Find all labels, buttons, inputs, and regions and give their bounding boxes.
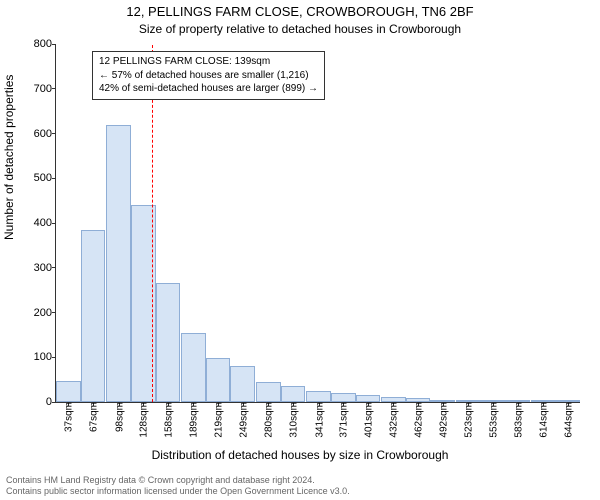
y-tick-label: 400 <box>17 217 56 229</box>
x-tick-label: 128sqm <box>137 402 150 438</box>
x-tick-label: 462sqm <box>412 402 425 438</box>
x-tick-label: 401sqm <box>361 402 374 438</box>
x-tick-label: 523sqm <box>462 402 475 438</box>
y-tick-label: 700 <box>17 83 56 95</box>
histogram-bar <box>81 230 106 402</box>
histogram-bar <box>156 283 181 402</box>
annotation-line: 42% of semi-detached houses are larger (… <box>99 82 318 96</box>
histogram-bar <box>281 386 306 402</box>
annotation-box: 12 PELLINGS FARM CLOSE: 139sqm← 57% of d… <box>92 51 325 100</box>
histogram-bar <box>181 333 206 402</box>
x-tick-label: 371sqm <box>337 402 350 438</box>
x-tick-label: 583sqm <box>511 402 524 438</box>
histogram-bar <box>206 358 231 402</box>
x-tick-label: 67sqm <box>87 402 100 432</box>
histogram-bar <box>106 125 131 402</box>
chart-subtitle: Size of property relative to detached ho… <box>0 22 600 36</box>
y-axis-label: Number of detached properties <box>2 75 16 240</box>
x-tick-label: 553sqm <box>486 402 499 438</box>
footer-attribution: Contains HM Land Registry data © Crown c… <box>0 475 600 497</box>
x-tick-label: 341sqm <box>312 402 325 438</box>
chart-title: 12, PELLINGS FARM CLOSE, CROWBOROUGH, TN… <box>0 4 600 19</box>
x-tick-label: 249sqm <box>236 402 249 438</box>
y-tick-label: 500 <box>17 172 56 184</box>
x-tick-label: 189sqm <box>187 402 200 438</box>
histogram-bar <box>356 395 381 402</box>
x-tick-label: 310sqm <box>286 402 299 438</box>
footer-line-1: Contains HM Land Registry data © Crown c… <box>6 475 600 486</box>
x-tick-label: 98sqm <box>112 402 125 432</box>
annotation-line: 12 PELLINGS FARM CLOSE: 139sqm <box>99 55 318 69</box>
x-tick-label: 158sqm <box>161 402 174 438</box>
y-tick-label: 0 <box>17 396 56 408</box>
histogram-bar <box>331 393 356 402</box>
histogram-bar <box>230 366 255 402</box>
x-tick-label: 432sqm <box>387 402 400 438</box>
footer-line-2: Contains public sector information licen… <box>6 486 600 497</box>
y-tick-label: 600 <box>17 128 56 140</box>
x-tick-label: 280sqm <box>262 402 275 438</box>
y-tick-label: 800 <box>17 38 56 50</box>
chart-container: 12, PELLINGS FARM CLOSE, CROWBOROUGH, TN… <box>0 0 600 500</box>
x-tick-label: 644sqm <box>561 402 574 438</box>
histogram-bar <box>306 391 331 402</box>
histogram-bar <box>56 381 81 402</box>
y-tick-label: 100 <box>17 351 56 363</box>
histogram-bar <box>256 382 281 402</box>
x-tick-label: 219sqm <box>212 402 225 438</box>
plot-area: 010020030040050060070080037sqm67sqm98sqm… <box>55 45 580 403</box>
y-tick-label: 300 <box>17 262 56 274</box>
x-axis-label: Distribution of detached houses by size … <box>0 448 600 462</box>
x-tick-label: 614sqm <box>537 402 550 438</box>
x-tick-label: 37sqm <box>62 402 75 432</box>
annotation-line: ← 57% of detached houses are smaller (1,… <box>99 69 318 83</box>
y-tick-label: 200 <box>17 307 56 319</box>
x-tick-label: 492sqm <box>436 402 449 438</box>
